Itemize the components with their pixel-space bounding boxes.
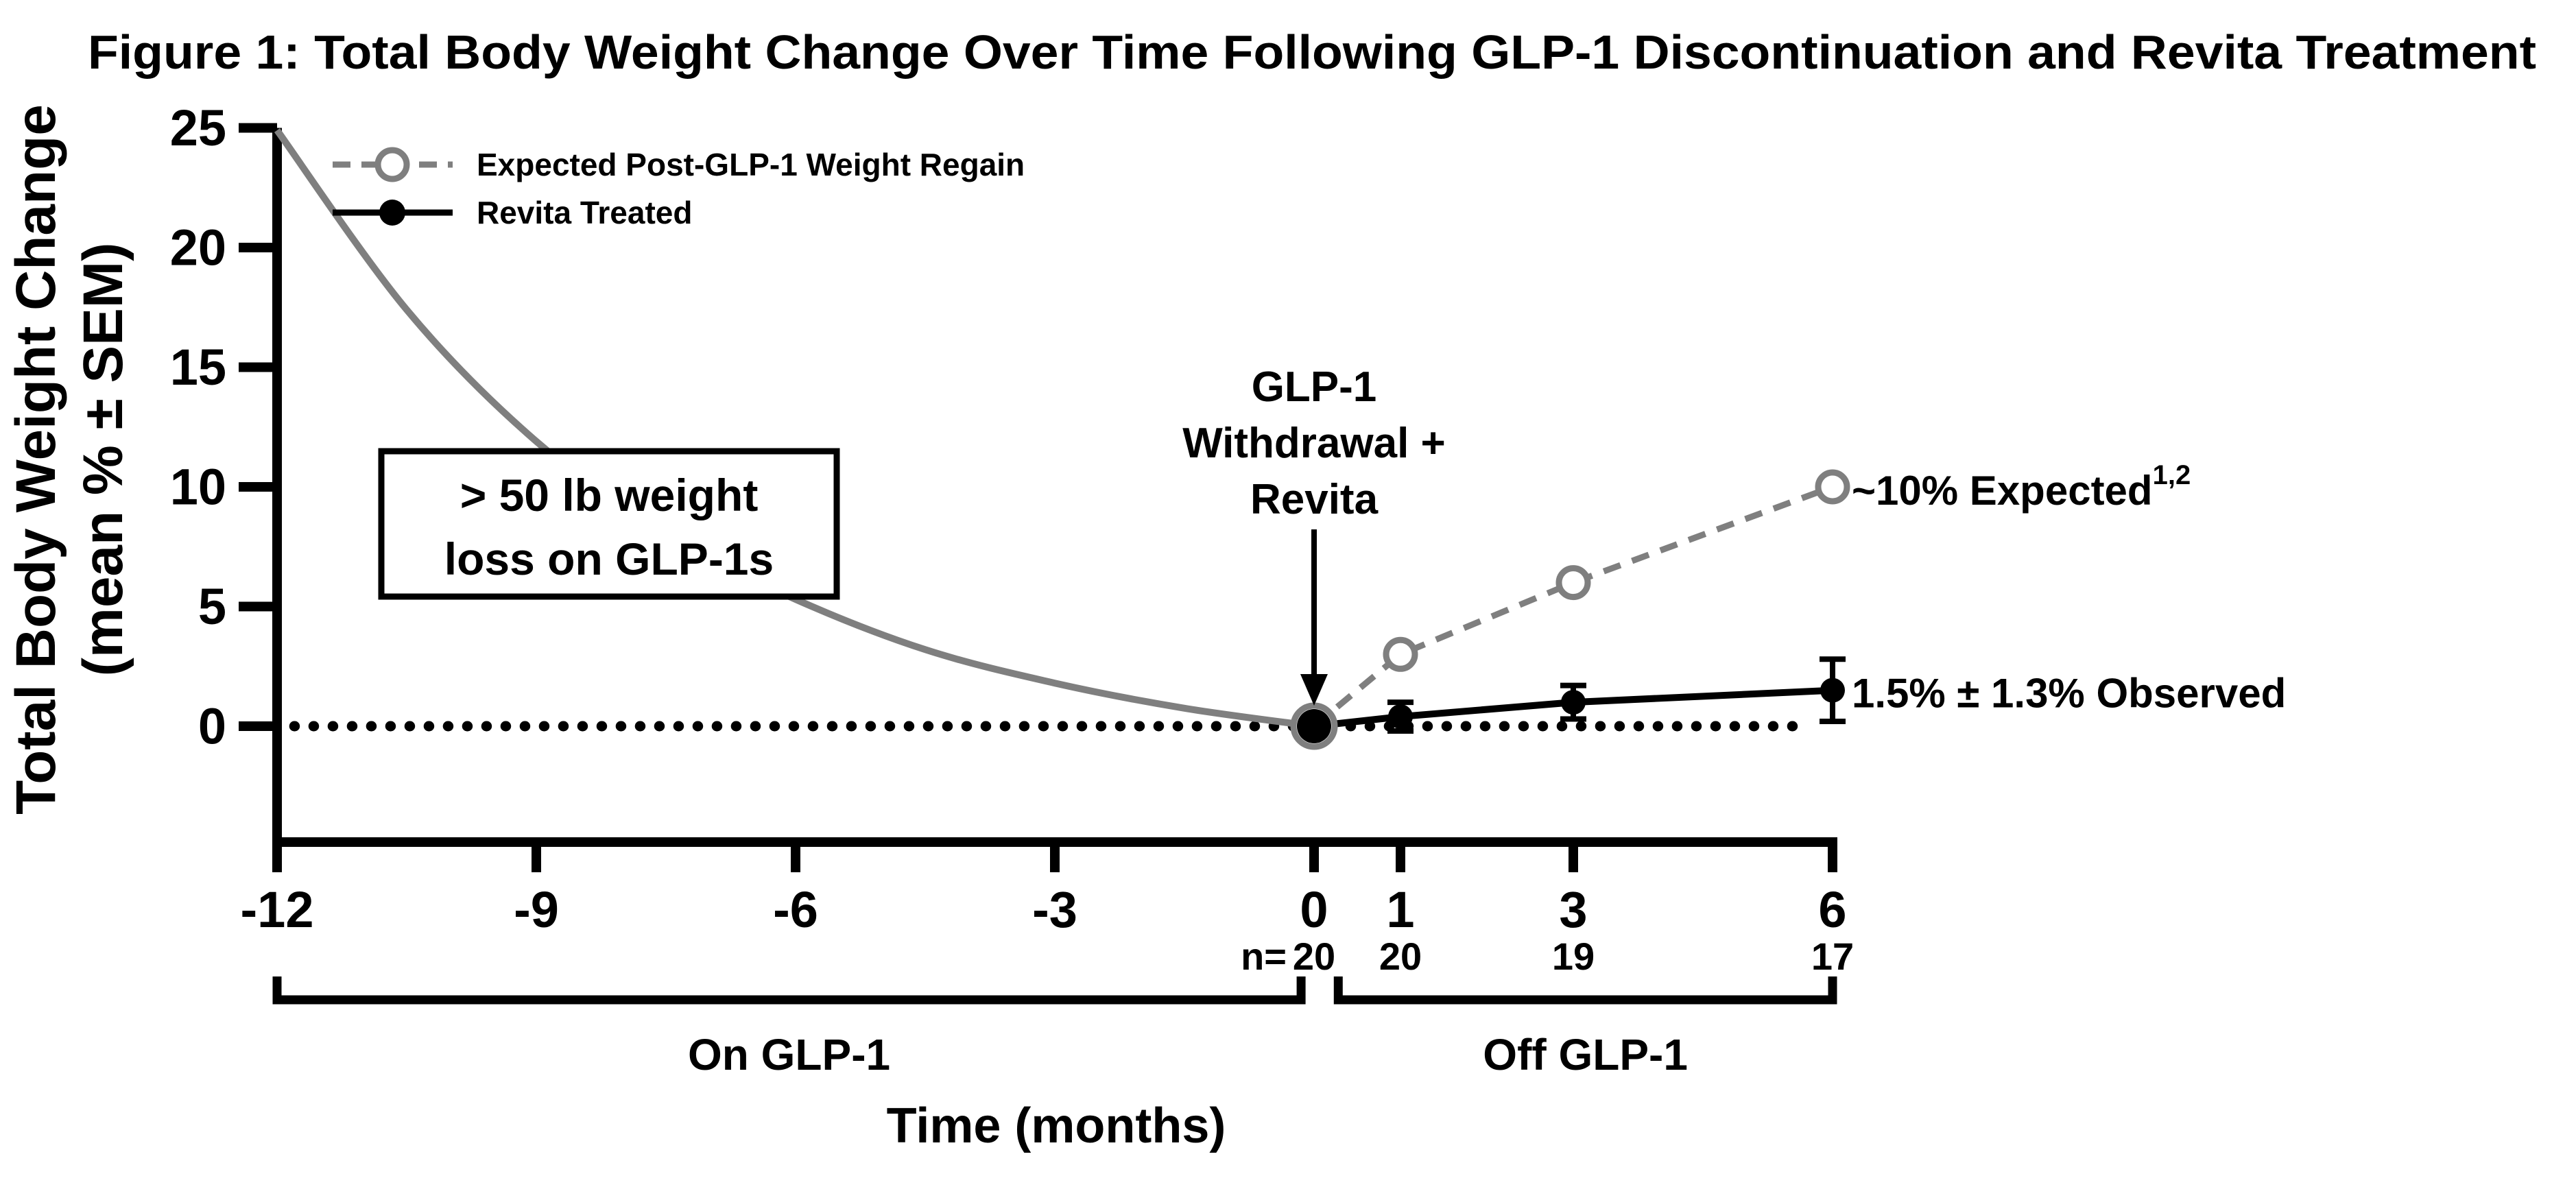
x-tick-label-1: 1	[1386, 881, 1414, 938]
n-value-month-1: 20	[1379, 935, 1422, 978]
phase-bracket-label-1: Off GLP-1	[1483, 1030, 1688, 1079]
x-axis-label: Time (months)	[887, 1099, 1226, 1153]
phase-bracket-label-0: On GLP-1	[688, 1030, 890, 1079]
phase-bracket-1	[1333, 976, 1837, 1005]
x-tick-label-3: 3	[1559, 881, 1587, 938]
expected-marker-month-6	[1815, 469, 1850, 505]
expected-series-dashed-line	[1312, 483, 1834, 729]
withdrawal-line1: GLP-1	[1252, 363, 1377, 411]
revita-marker-month-6	[1820, 678, 1845, 703]
origin-marker-black-disc	[1297, 709, 1331, 743]
legend-revita-filled-circle-icon	[379, 200, 405, 226]
x-tick-label-0: 0	[1300, 881, 1328, 938]
x-tick-label--9: -9	[514, 881, 559, 938]
withdrawal-line2: Withdrawal +	[1182, 420, 1446, 467]
weight-loss-box-line2: loss on GLP-1s	[444, 533, 774, 584]
expected-marker-month-3	[1555, 565, 1591, 601]
expected-endpoint-label-superscript: 1,2	[2153, 460, 2191, 490]
y-axis-label-line2: (mean % ± SEM)	[72, 243, 134, 677]
weight-loss-box-border	[378, 448, 840, 600]
withdrawal-line3: Revita	[1250, 476, 1379, 523]
n-value-month-6: 17	[1811, 935, 1854, 978]
observed-endpoint-label: 1.5% ± 1.3% Observed	[1852, 671, 2286, 717]
withdrawal-arrowhead-icon	[1300, 674, 1328, 706]
y-tick-label-25: 25	[170, 99, 226, 156]
y-tick-label-5: 5	[198, 578, 226, 635]
phase-bracket-0	[272, 976, 1306, 1005]
expected-marker-month-1	[1383, 636, 1418, 672]
expected-endpoint-label-main: ~10% Expected	[1852, 468, 2153, 514]
x-tick-label-6: 6	[1818, 881, 1846, 938]
chart-annotation-layer: Figure 1: Total Body Weight Change Over …	[5, 25, 2536, 1153]
legend: Expected Post-GLP-1 Weight Regain Revita…	[333, 147, 1025, 230]
weight-loss-annotation-box: > 50 lb weight loss on GLP-1s	[378, 448, 840, 600]
expected-endpoint-label: ~10% Expected1,2	[1852, 460, 2191, 514]
x-tick-label--3: -3	[1032, 881, 1077, 938]
n-row-prefix: n=	[1241, 935, 1287, 978]
y-axis-label-line1: Total Body Weight Change	[5, 104, 67, 815]
weight-loss-box-line1: > 50 lb weight	[460, 470, 759, 520]
y-tick-label-10: 10	[170, 459, 226, 516]
y-tick-label-0: 0	[198, 698, 226, 755]
revita-marker-month-3	[1561, 690, 1586, 715]
x-tick-label--12: -12	[241, 881, 314, 938]
legend-expected-label: Expected Post-GLP-1 Weight Regain	[477, 147, 1025, 182]
withdrawal-annotation: GLP-1 Withdrawal + Revita	[1182, 363, 1446, 706]
figure-title: Figure 1: Total Body Weight Change Over …	[88, 25, 2536, 79]
pre-glp1-weight-loss-curve	[274, 128, 1315, 730]
revita-marker-month-1	[1388, 704, 1413, 730]
x-tick-label--6: -6	[773, 881, 818, 938]
y-tick-label-15: 15	[170, 339, 226, 396]
legend-revita-label: Revita Treated	[477, 195, 692, 230]
legend-expected-open-circle-icon	[374, 147, 410, 182]
n-value-month-0: 20	[1293, 935, 1335, 978]
revita-series-line	[1313, 686, 1833, 730]
n-value-month-3: 19	[1552, 935, 1595, 978]
y-tick-label-20: 20	[170, 219, 226, 276]
